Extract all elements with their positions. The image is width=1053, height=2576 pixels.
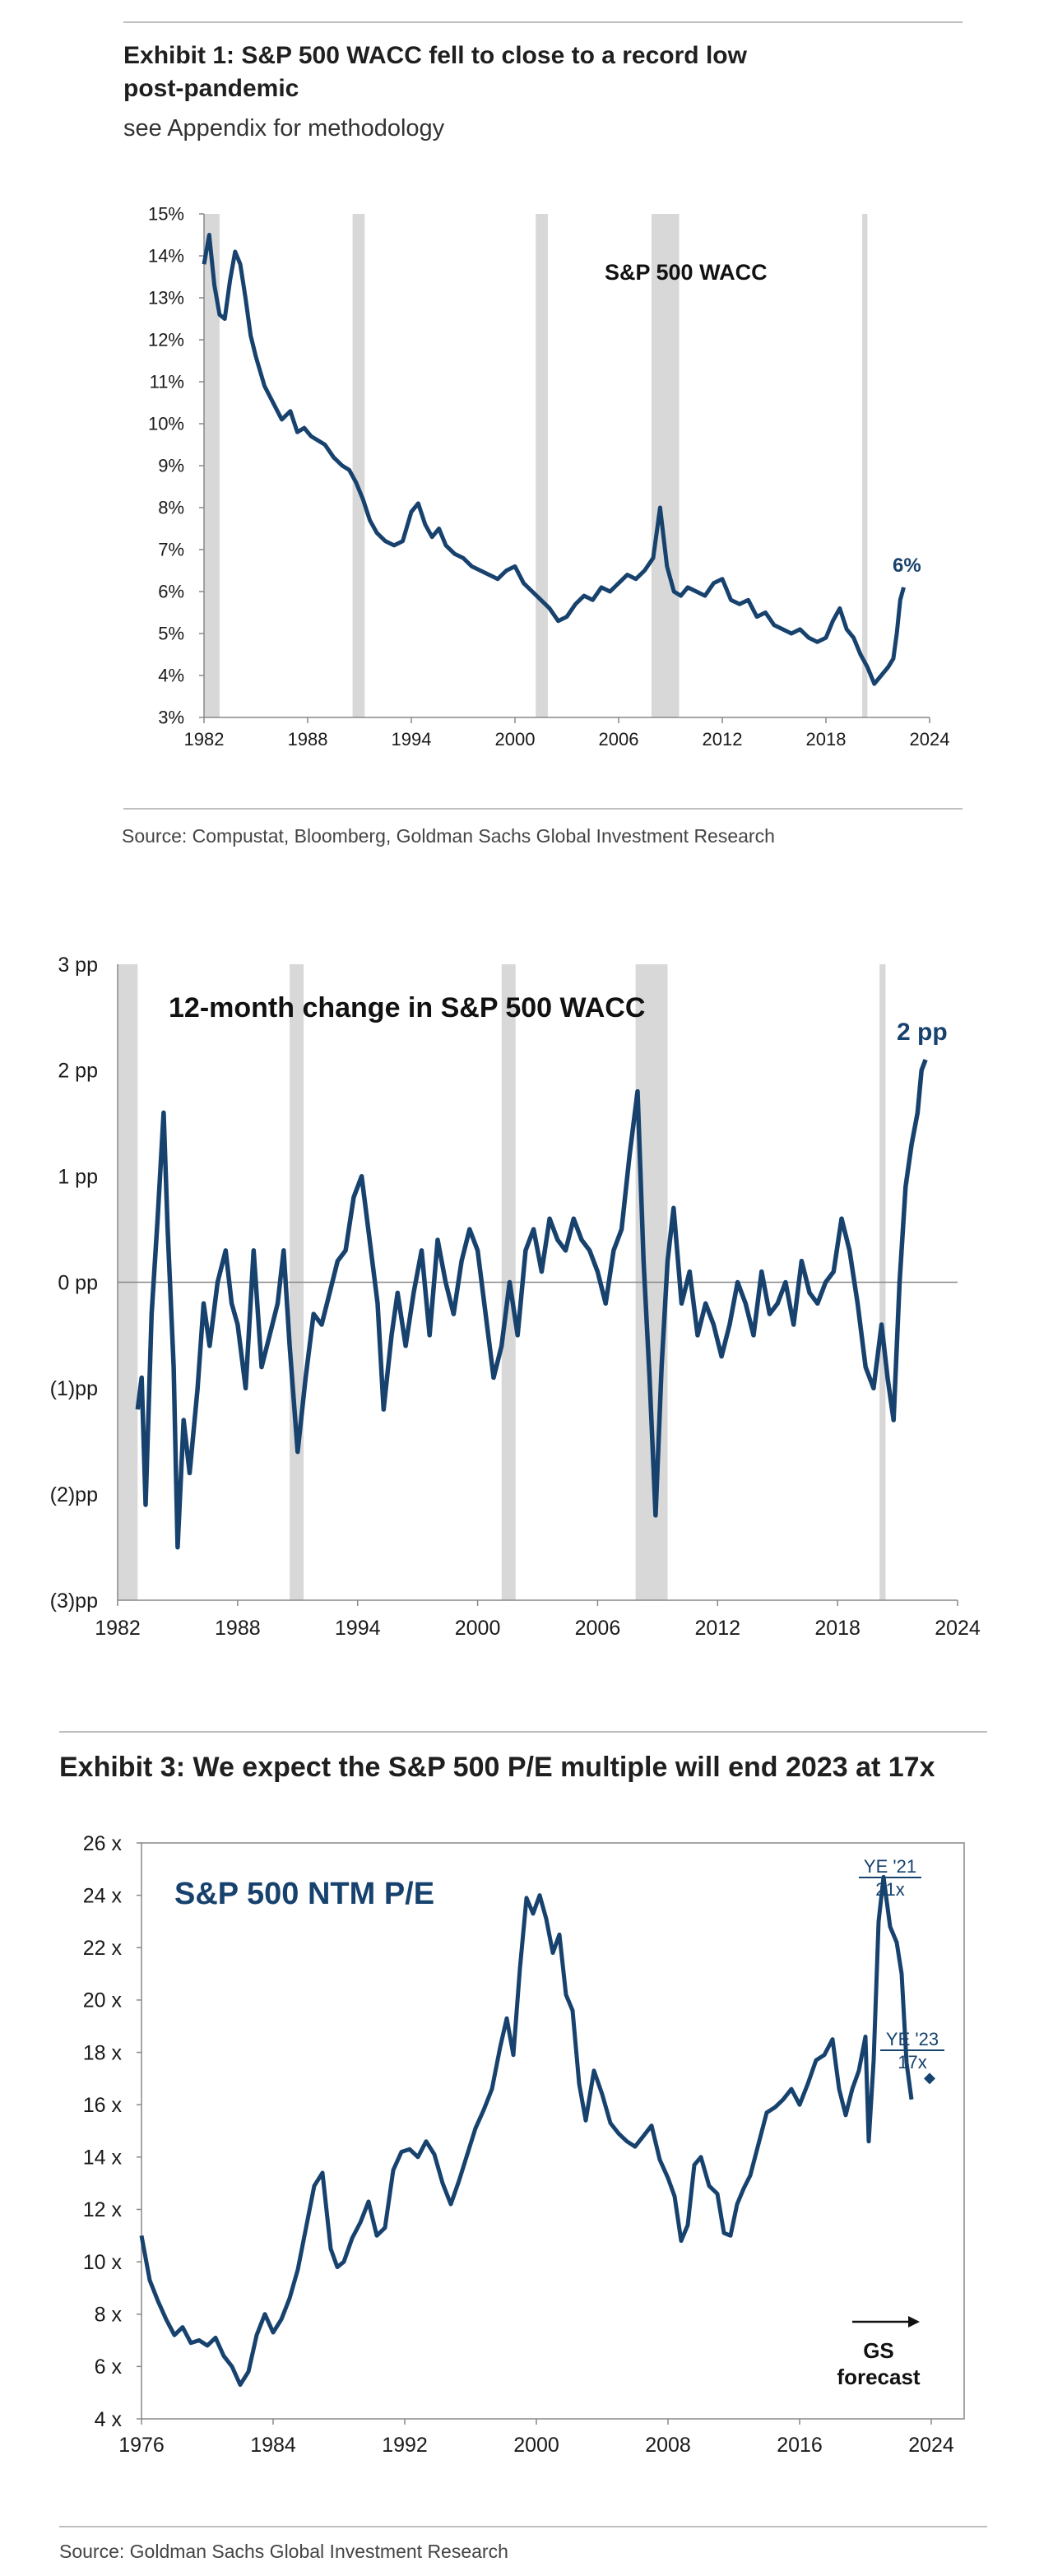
- exhibit3-top-rule: [59, 1731, 987, 1733]
- wacc-series-line: [202, 233, 906, 686]
- x-tick-label: 2018: [806, 729, 847, 750]
- x-tick-label: 1994: [392, 729, 432, 750]
- x-tick-label: 2018: [814, 1617, 860, 1640]
- y-tick-label: 11%: [150, 372, 184, 392]
- x-tick-label: 1976: [118, 2434, 165, 2457]
- y-tick-label: 3%: [158, 708, 184, 728]
- y-tick-label: 24 x: [83, 1884, 123, 1907]
- y-tick-label: 2 pp: [58, 1060, 98, 1083]
- wacc-end-label: 6%: [893, 555, 921, 577]
- ye23-value: 17x: [898, 2052, 926, 2072]
- wacc-chart-title: S&P 500 WACC: [605, 260, 768, 285]
- x-tick-label: 2012: [694, 1617, 740, 1640]
- y-tick-label: (1)pp: [50, 1377, 98, 1400]
- y-tick-label: 4 x: [95, 2408, 123, 2431]
- exhibit1-source-rule: [123, 808, 963, 810]
- y-tick-label: 1 pp: [58, 1165, 98, 1188]
- wacc-chart: 3% 4% 5% 6% 7% 8% 9% 10% 11% 12% 13% 14% 15% 1982 1988…: [148, 204, 950, 750]
- x-tick-label: 2024: [935, 1617, 981, 1640]
- y-tick-label: 14%: [148, 246, 184, 267]
- y-tick-label: 6 x: [95, 2356, 123, 2379]
- x-tick-label: 1982: [184, 729, 225, 750]
- y-tick-label: 18 x: [83, 2041, 123, 2064]
- exhibit1-title-line2: post-pandemic: [123, 75, 299, 102]
- ye23-annotation: YE '23 17x: [880, 2029, 944, 2072]
- y-tick-label: 16 x: [83, 2094, 123, 2117]
- plot-frame: [141, 1842, 965, 2420]
- x-tick-label: 2000: [455, 1617, 501, 1640]
- recession-band: [651, 214, 680, 717]
- recession-band: [204, 214, 220, 717]
- y-tick-label: 13%: [148, 288, 184, 309]
- y-tick-label: 26 x: [83, 1832, 123, 1855]
- wacc-change-chart: (3)pp (2)pp (1)pp 0 pp 1 pp 2 pp 3 pp 1982 1988 1…: [50, 954, 981, 1640]
- y-tick-label: 4%: [158, 666, 184, 686]
- pe-series-line: [139, 1874, 914, 2388]
- y-tick-label: 8%: [158, 498, 184, 518]
- recession-band: [352, 214, 365, 717]
- y-tick-label: (3)pp: [50, 1590, 98, 1613]
- recession-band: [536, 214, 548, 717]
- y-tick-label: 12 x: [83, 2198, 123, 2221]
- y-tick-label: 7%: [158, 540, 184, 560]
- exhibit3-source-rule: [59, 2526, 987, 2527]
- ye23-label: YE '23: [886, 2029, 939, 2049]
- x-tick-label: 2008: [645, 2434, 691, 2457]
- x-tick-label: 1988: [288, 729, 328, 750]
- forecast-arrow-icon: [908, 2316, 920, 2328]
- x-tick-label: 2006: [575, 1617, 621, 1640]
- x-tick-label: 2000: [495, 729, 536, 750]
- y-tick-label: 6%: [158, 582, 184, 602]
- y-tick-label: 5%: [158, 624, 184, 644]
- x-tick-label: 1992: [382, 2434, 428, 2457]
- pe-forecast-marker: [924, 2072, 935, 2085]
- recession-band: [862, 214, 868, 717]
- y-tick-label: 9%: [158, 456, 184, 476]
- x-tick-label: 2006: [599, 729, 639, 750]
- ye21-value: 21x: [875, 1879, 904, 1900]
- x-tick-label: 1982: [95, 1617, 141, 1640]
- pe-chart-title: S&P 500 NTM P/E: [174, 1877, 434, 1911]
- ye21-label: YE '21: [864, 1856, 916, 1877]
- y-tick-label: (2)pp: [50, 1483, 98, 1506]
- x-tick-label: 2024: [910, 729, 950, 750]
- exhibit1-title-line1: Exhibit 1: S&P 500 WACC fell to close to…: [123, 42, 747, 69]
- y-tick-label: 0 pp: [58, 1271, 98, 1294]
- y-tick-label: 10 x: [83, 2251, 123, 2274]
- y-tick-label: 10%: [148, 414, 184, 434]
- gs-forecast-annotation: GS forecast: [837, 2316, 921, 2389]
- exhibit3-title: Exhibit 3: We expect the S&P 500 P/E mul…: [59, 1752, 935, 1783]
- x-tick-label: 2000: [513, 2434, 559, 2457]
- y-tick-label: 22 x: [83, 1937, 123, 1960]
- gs-forecast-line1: GS: [863, 2338, 894, 2363]
- y-tick-label: 3 pp: [58, 954, 98, 977]
- x-tick-label: 1994: [335, 1617, 381, 1640]
- y-tick-label: 12%: [148, 330, 184, 350]
- exhibit1-source: Source: Compustat, Bloomberg, Goldman Sa…: [122, 825, 775, 847]
- wacc-change-end-label: 2 pp: [897, 1019, 948, 1046]
- x-tick-label: 2012: [703, 729, 743, 750]
- exhibit1-subtitle: see Appendix for methodology: [123, 115, 445, 142]
- y-tick-label: 8 x: [95, 2303, 123, 2326]
- pe-chart: 4 x 6 x 8 x 10 x 12 x 14 x 16 x 18 x 20 x 22 x 24 …: [83, 1832, 965, 2457]
- wacc-change-chart-title: 12-month change in S&P 500 WACC: [169, 992, 645, 1023]
- y-tick-label: 14 x: [83, 2147, 123, 2170]
- x-tick-label: 2016: [777, 2434, 823, 2457]
- x-tick-label: 1988: [215, 1617, 261, 1640]
- wacc-change-series-line: [135, 1059, 928, 1550]
- gs-forecast-line2: forecast: [837, 2365, 920, 2389]
- y-tick-label: 20 x: [83, 1989, 123, 2012]
- top-rule: [123, 21, 963, 23]
- x-tick-label: 1984: [250, 2434, 296, 2457]
- x-tick-label: 2024: [908, 2434, 954, 2457]
- ye21-annotation: YE '21 21x: [859, 1856, 921, 1900]
- y-tick-label: 15%: [148, 204, 184, 225]
- exhibit3-source: Source: Goldman Sachs Global Investment …: [59, 2541, 508, 2562]
